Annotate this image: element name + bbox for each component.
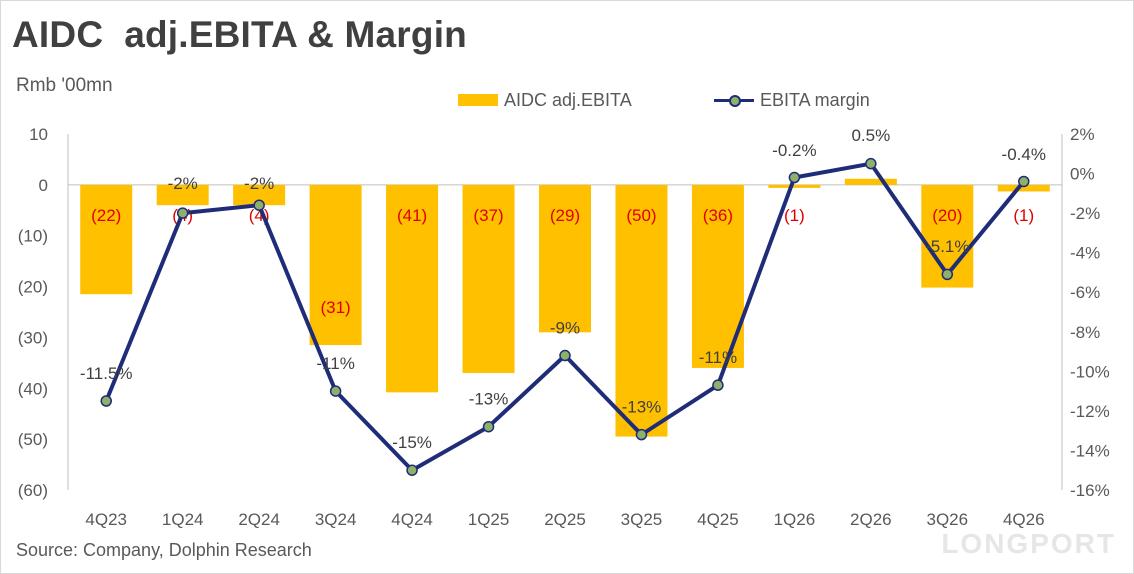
- margin-data-label: -11%: [316, 354, 354, 373]
- margin-data-label: 0.5%: [851, 126, 890, 145]
- category-label: 3Q25: [621, 510, 663, 529]
- ebita-bar: [462, 184, 515, 374]
- legend-bar-label: AIDC adj.EBITA: [504, 89, 632, 110]
- ebita-bar: [768, 184, 821, 188]
- right-tick-label: -4%: [1070, 244, 1100, 263]
- category-label: 3Q26: [927, 510, 969, 529]
- left-tick-label: (40): [18, 379, 48, 398]
- margin-data-label: -11%: [699, 348, 737, 367]
- category-label: 2Q25: [544, 510, 586, 529]
- ebita-bar: [309, 184, 362, 346]
- margin-data-label: -0.4%: [1002, 145, 1046, 164]
- category-label: 2Q26: [850, 510, 892, 529]
- category-label: 2Q24: [238, 510, 280, 529]
- right-tick-label: -10%: [1070, 362, 1110, 381]
- margin-point: [788, 171, 801, 184]
- margin-point: [712, 379, 724, 391]
- category-label: 4Q23: [85, 510, 127, 529]
- left-tick-label: (20): [18, 278, 48, 297]
- watermark: LONGPORT: [941, 528, 1116, 559]
- ebita-bar: [615, 184, 668, 437]
- left-tick-label: (10): [18, 227, 48, 246]
- right-tick-label: -16%: [1070, 481, 1110, 500]
- left-tick-label: (30): [18, 328, 48, 347]
- category-label: 1Q25: [468, 510, 510, 529]
- margin-point: [482, 420, 495, 433]
- margin-data-label: -2%: [168, 174, 198, 193]
- right-tick-label: -12%: [1070, 402, 1110, 421]
- ebita-bar: [386, 184, 439, 393]
- ebita-bar: [997, 184, 1050, 192]
- left-tick-label: 0: [39, 176, 48, 195]
- margin-point: [941, 268, 954, 281]
- legend-item-bar: AIDC adj.EBITA: [458, 88, 632, 112]
- left-tick-label: (50): [18, 430, 48, 449]
- ebita-bar: [233, 184, 286, 206]
- margin-point: [253, 199, 265, 211]
- ebita-bar: [844, 178, 897, 185]
- category-label: 4Q25: [697, 510, 739, 529]
- margin-data-label: -0.2%: [772, 141, 816, 160]
- right-tick-label: -14%: [1070, 441, 1110, 460]
- bar-data-label: (36): [703, 206, 733, 225]
- margin-point: [329, 385, 342, 397]
- category-label: 4Q24: [391, 510, 433, 529]
- margin-point: [865, 157, 877, 170]
- category-label: 1Q24: [162, 510, 204, 529]
- bar-data-label: (50): [626, 206, 656, 225]
- chart-title: AIDC adj.EBITA & Margin: [12, 14, 467, 55]
- right-tick-label: 2%: [1070, 125, 1095, 144]
- bar-data-label: (29): [550, 206, 580, 225]
- left-tick-label: 10: [29, 125, 48, 144]
- ebita-bar: [156, 184, 209, 206]
- legend-line-label: EBITA margin: [760, 89, 870, 110]
- ebita-bar: [80, 184, 133, 295]
- bar-data-label: (1): [784, 206, 805, 225]
- margin-data-label: -13%: [622, 398, 662, 417]
- right-tick-label: -2%: [1070, 204, 1100, 223]
- margin-point: [1018, 175, 1030, 188]
- margin-point: [100, 395, 112, 407]
- unit-label: Rmb '00mn: [16, 75, 113, 96]
- legend-item-line: EBITA margin: [714, 88, 870, 112]
- bar-data-label: (20): [932, 206, 962, 225]
- margin-data-label: -13%: [469, 390, 509, 409]
- margin-point: [176, 207, 189, 219]
- legend-bar-swatch: [458, 94, 498, 106]
- margin-data-label: -9%: [550, 319, 580, 338]
- right-tick-label: -6%: [1070, 283, 1100, 302]
- margin-data-label: -2%: [244, 174, 274, 193]
- margin-point: [635, 428, 648, 441]
- bar-data-label: (41): [397, 206, 427, 225]
- margin-point: [559, 349, 571, 362]
- bar-data-label: (22): [91, 206, 121, 225]
- margin-data-label: -11.5%: [80, 364, 133, 383]
- ebita-bar: [539, 184, 591, 333]
- category-label: 4Q26: [1003, 510, 1045, 529]
- margin-point: [406, 464, 418, 476]
- bar-data-label: (37): [473, 206, 503, 225]
- margin-data-label: -5.1%: [925, 237, 969, 256]
- category-label: 1Q26: [774, 510, 816, 529]
- right-tick-label: -8%: [1070, 323, 1100, 342]
- bar-data-label: (1): [1013, 206, 1034, 225]
- bar-data-label: (31): [320, 298, 350, 317]
- left-tick-label: (60): [18, 481, 48, 500]
- category-label: 3Q24: [315, 510, 357, 529]
- right-tick-label: 0%: [1070, 165, 1095, 184]
- legend-line-swatch: [714, 88, 754, 112]
- source-note: Source: Company, Dolphin Research: [16, 540, 312, 560]
- margin-data-label: -15%: [392, 433, 432, 452]
